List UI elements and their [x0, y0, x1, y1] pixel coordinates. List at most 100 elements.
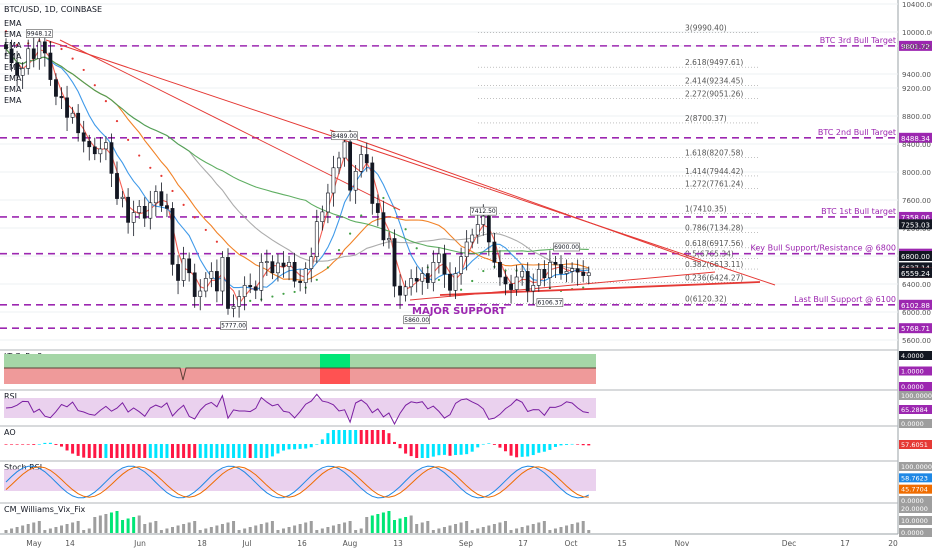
ema-legend-item[interactable]: EMA — [4, 85, 22, 94]
vix-bar — [309, 521, 313, 533]
vix-bar — [248, 527, 252, 533]
vix-bar — [159, 530, 163, 533]
vix-bar — [176, 525, 180, 533]
ao-bar — [420, 444, 424, 458]
candle-body — [303, 268, 308, 283]
indicator-panels: LT CoP v2RSIAOStoch RSICM_Williams_Vix_F… — [0, 349, 932, 537]
candle-body — [470, 234, 475, 243]
panel-value-tag — [899, 462, 932, 471]
ao-bar — [520, 444, 524, 457]
level-price-tag — [899, 40, 932, 51]
sar-dot — [149, 166, 152, 169]
panel-title: CM_Williams_Vix_Fix — [4, 505, 85, 514]
candle-body — [553, 261, 558, 265]
ema-legend-item[interactable]: EMA — [4, 74, 22, 83]
y-tick-label: 8000.00 — [902, 169, 931, 177]
ema-legend-item[interactable]: EMA — [4, 30, 22, 39]
vix-bar — [93, 517, 97, 533]
y-tick-label: 10000.00 — [902, 29, 932, 37]
ema-legend-item[interactable]: EMA — [4, 19, 22, 28]
fib-label: 1.618(8207.58) — [685, 148, 743, 157]
sar-dot — [460, 288, 463, 291]
candle-body — [81, 132, 86, 142]
vix-bar — [476, 528, 480, 533]
fib-label: 1.414(7944.42) — [685, 167, 743, 176]
x-tick-label: 13 — [393, 539, 403, 548]
ao-bar — [492, 444, 496, 445]
fib-label: 0(6120.32) — [685, 295, 727, 304]
candle-body — [109, 142, 114, 174]
vix-bar — [121, 520, 125, 533]
ao-bar — [54, 444, 58, 445]
candle-body — [126, 196, 131, 223]
ao-bar — [426, 444, 430, 458]
ao-bar — [553, 444, 557, 447]
vix-bar — [587, 530, 591, 533]
candle-body — [492, 241, 497, 263]
candle-body — [503, 276, 508, 285]
ao-bar — [165, 444, 169, 458]
price-tag-text: 6559.24 — [901, 270, 930, 278]
vix-bar — [437, 528, 441, 533]
vix-bar — [465, 521, 469, 533]
stoch-k-line — [5, 465, 589, 499]
ao-bar — [459, 444, 463, 455]
ao-bar — [509, 444, 513, 456]
candle-body — [314, 221, 319, 257]
vix-bar — [565, 525, 569, 533]
vix-bar — [315, 530, 319, 533]
panel-value-tag — [899, 366, 932, 376]
ema-legend[interactable]: EMA EMA EMA EMA EMA EMA EMA EMA — [4, 19, 22, 105]
trendline — [409, 271, 716, 301]
ema-legend-item[interactable]: EMA — [4, 52, 22, 61]
vix-bar — [171, 527, 174, 533]
candle-body — [253, 286, 258, 291]
candle-body — [398, 285, 402, 296]
ao-bar — [431, 444, 435, 457]
vix-bar — [320, 528, 324, 533]
trendlines[interactable] — [45, 39, 776, 301]
sar-dot — [215, 240, 218, 243]
y-tick-label: 8400.00 — [902, 141, 931, 149]
rsi-line — [5, 393, 589, 426]
ao-bar — [43, 442, 47, 444]
candle-body — [381, 212, 386, 241]
candle-body — [337, 157, 341, 169]
candle-body — [65, 97, 69, 118]
sar-dot — [171, 189, 174, 193]
annotation-box — [536, 298, 564, 307]
sar-dot — [204, 228, 207, 232]
ema-legend-item[interactable]: EMA — [4, 96, 22, 105]
ao-bar — [71, 444, 75, 454]
ao-bar — [26, 444, 30, 445]
ao-bar — [404, 444, 408, 454]
ltcop-line — [4, 367, 596, 381]
ao-bar — [437, 444, 441, 456]
ao-bar — [176, 444, 180, 458]
ao-bar — [10, 444, 14, 445]
ao-bar — [148, 444, 152, 458]
vix-bar — [21, 525, 25, 533]
x-tick-label: 16 — [297, 539, 307, 548]
vix-bar — [143, 524, 147, 533]
vix-bar — [4, 530, 8, 533]
vix-bar — [154, 521, 158, 533]
x-tick-label: Oct — [565, 539, 578, 548]
ao-bar — [126, 444, 130, 458]
candle-body — [498, 261, 502, 278]
x-tick-label: 15 — [617, 539, 627, 548]
ao-bar — [542, 444, 546, 452]
vix-bar — [504, 521, 507, 533]
vix-bar — [548, 530, 552, 533]
ema-legend-item[interactable]: EMA — [4, 41, 22, 50]
panel-value-tag — [899, 419, 932, 428]
ao-bar — [48, 442, 52, 444]
stoch-d-line — [5, 466, 589, 498]
ema-legend-item[interactable]: EMA — [4, 63, 22, 72]
fib-label: 0.618(6917.56) — [685, 239, 743, 248]
fib-label: 2.272(9051.26) — [685, 89, 743, 98]
vix-bar — [71, 522, 75, 533]
vix-bar — [381, 512, 385, 533]
x-tick-label: 17 — [518, 539, 528, 548]
